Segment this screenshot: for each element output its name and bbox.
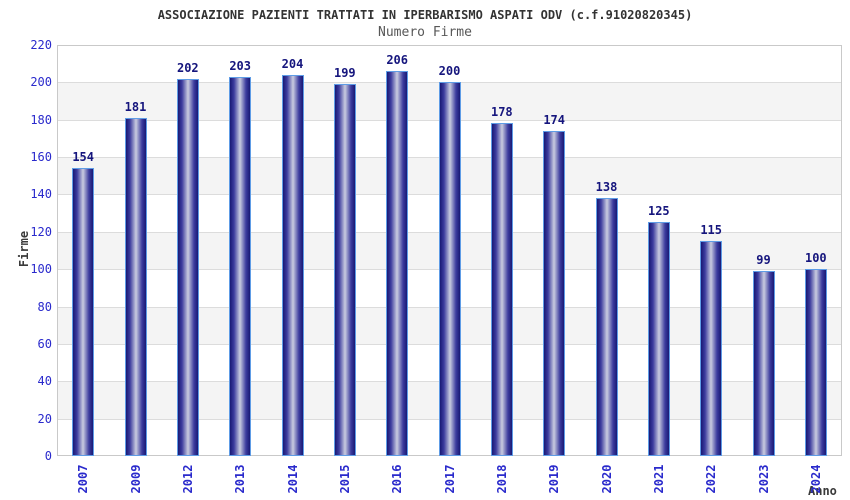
x-tick-label: 2009 xyxy=(128,464,143,494)
bar xyxy=(333,84,356,456)
bar xyxy=(438,82,461,456)
bar xyxy=(229,76,252,456)
x-tick-label: 2023 xyxy=(756,464,771,494)
bar xyxy=(647,222,670,456)
y-tick-label: 0 xyxy=(44,449,52,463)
bar xyxy=(543,130,566,456)
x-tick-label: 2014 xyxy=(285,464,300,494)
x-tick-label: 2020 xyxy=(599,464,614,494)
x-tick-label: 2015 xyxy=(337,464,352,494)
bar xyxy=(72,168,95,456)
bar-value-label: 115 xyxy=(700,223,722,238)
y-tick-label: 100 xyxy=(30,262,52,277)
bar-value-label: 174 xyxy=(543,112,565,127)
y-tick-label: 200 xyxy=(30,75,52,90)
y-tick-label: 140 xyxy=(30,187,52,202)
bar-value-label: 203 xyxy=(229,58,251,73)
x-tick-label: 2012 xyxy=(180,464,195,494)
y-tick-label: 80 xyxy=(37,299,52,314)
bar xyxy=(281,74,304,456)
bar xyxy=(386,71,409,456)
bar-value-label: 199 xyxy=(333,66,356,81)
bar xyxy=(700,241,723,456)
bar xyxy=(490,123,513,456)
chart-title: ASSOCIAZIONE PAZIENTI TRATTATI IN IPERBA… xyxy=(157,8,693,22)
x-tick-label: 2019 xyxy=(547,464,562,494)
y-tick-label: 120 xyxy=(30,224,52,239)
y-tick-label: 20 xyxy=(37,411,52,426)
bar-value-label: 202 xyxy=(176,60,199,75)
y-tick-label: 40 xyxy=(37,374,52,389)
bar-value-label: 200 xyxy=(438,64,461,79)
bar xyxy=(595,198,618,456)
x-axis-title: Anno xyxy=(808,484,837,498)
y-tick-label: 60 xyxy=(37,336,52,351)
x-tick-label: 2021 xyxy=(651,464,666,494)
y-tick-label: 220 xyxy=(30,38,52,52)
bar-value-label: 204 xyxy=(281,56,304,71)
bar-value-label: 138 xyxy=(595,180,618,195)
bar xyxy=(804,269,827,456)
bar-value-label: 154 xyxy=(72,150,94,165)
bar xyxy=(124,117,147,456)
bar-value-label: 206 xyxy=(386,53,408,68)
x-tick-label: 2017 xyxy=(442,464,457,494)
chart-subtitle: Numero Firme xyxy=(378,25,472,40)
bar-value-label: 125 xyxy=(647,204,670,219)
bar-value-label: 99 xyxy=(756,253,771,268)
bar xyxy=(176,78,199,456)
bar-value-label: 178 xyxy=(490,105,513,120)
bar-value-label: 181 xyxy=(124,99,147,114)
x-tick-label: 2018 xyxy=(494,464,509,494)
x-tick-label: 2024 xyxy=(808,464,823,494)
y-tick-label: 180 xyxy=(30,112,52,127)
y-tick-label: 160 xyxy=(30,150,52,165)
x-tick-label: 2016 xyxy=(390,464,405,494)
bar xyxy=(752,271,775,456)
x-tick-label: 2013 xyxy=(233,464,248,494)
bar-value-label: 100 xyxy=(804,251,827,266)
x-tick-label: 2007 xyxy=(76,464,91,494)
x-tick-label: 2022 xyxy=(704,464,719,494)
